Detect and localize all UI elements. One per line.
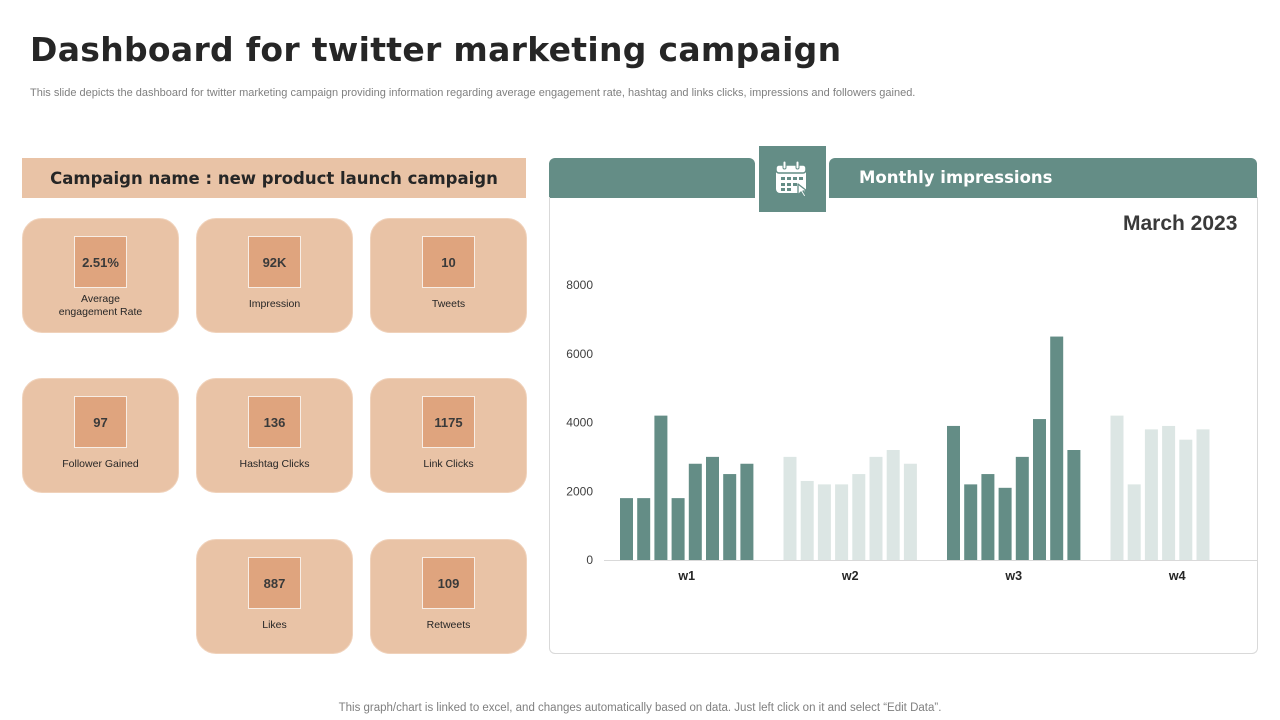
kpi-card-hashtag-clicks: 136 Hashtag Clicks bbox=[196, 378, 353, 493]
chart-bar bbox=[964, 484, 978, 560]
chart-bar bbox=[800, 480, 814, 560]
chart-title: Monthly impressions bbox=[859, 168, 1053, 187]
chart-bar bbox=[886, 450, 900, 560]
chart-bar bbox=[998, 487, 1012, 560]
chart-bar bbox=[637, 498, 651, 560]
kpi-card-engagement-rate: 2.51% Average engagement Rate bbox=[22, 218, 179, 333]
kpi-label: Likes bbox=[262, 619, 287, 631]
chart-period-label: March 2023 bbox=[1123, 212, 1238, 235]
chart-bar bbox=[1144, 429, 1158, 560]
y-tick-label: 4000 bbox=[566, 416, 593, 430]
kpi-value: 109 bbox=[422, 557, 475, 609]
chart-bar bbox=[947, 425, 960, 560]
calendar-icon bbox=[774, 160, 808, 198]
kpi-value: 92K bbox=[248, 236, 301, 288]
chart-bar bbox=[903, 463, 917, 560]
chart-header-bar: Monthly impressions bbox=[829, 158, 1257, 198]
chart-bar bbox=[1067, 450, 1081, 560]
kpi-card-retweets: 109 Retweets bbox=[370, 539, 527, 654]
chart-bar bbox=[1050, 336, 1064, 560]
y-tick-label: 8000 bbox=[566, 278, 593, 292]
y-tick-label: 6000 bbox=[566, 347, 593, 361]
y-tick-label: 0 bbox=[586, 553, 593, 567]
x-tick-label: w1 bbox=[677, 569, 695, 583]
x-tick-label: w3 bbox=[1004, 569, 1022, 583]
chart-bar bbox=[852, 474, 866, 560]
footer-note: This graph/chart is linked to excel, and… bbox=[338, 702, 942, 714]
kpi-label: Hashtag Clicks bbox=[239, 458, 310, 470]
kpi-value: 10 bbox=[422, 236, 475, 288]
kpi-card-tweets: 10 Tweets bbox=[370, 218, 527, 333]
kpi-label: Link Clicks bbox=[423, 458, 474, 470]
chart-bar bbox=[740, 463, 754, 560]
kpi-label: Follower Gained bbox=[62, 458, 139, 470]
page-subtitle: This slide depicts the dashboard for twi… bbox=[30, 87, 916, 99]
kpi-value: 97 bbox=[74, 396, 127, 448]
kpi-value: 1175 bbox=[422, 396, 475, 448]
kpi-value: 887 bbox=[248, 557, 301, 609]
kpi-card-likes: 887 Likes bbox=[196, 539, 353, 654]
chart-bar bbox=[654, 415, 668, 560]
y-tick-label: 2000 bbox=[566, 484, 593, 498]
kpi-label: Tweets bbox=[431, 298, 466, 310]
chart-panel bbox=[549, 197, 1258, 654]
kpi-label: Retweets bbox=[426, 619, 471, 631]
chart-bar bbox=[1015, 456, 1029, 560]
kpi-value: 2.51% bbox=[74, 236, 127, 288]
chart-bar bbox=[1110, 415, 1124, 560]
chart-bar bbox=[1162, 425, 1176, 560]
calendar-icon-box bbox=[759, 146, 826, 212]
chart-bar bbox=[1033, 419, 1046, 560]
campaign-name-banner: Campaign name : new product launch campa… bbox=[22, 158, 526, 198]
chart-bar bbox=[981, 474, 995, 560]
chart-bar bbox=[869, 456, 883, 560]
x-tick-label: w2 bbox=[841, 569, 859, 583]
x-tick-label: w4 bbox=[1168, 569, 1186, 583]
kpi-value: 136 bbox=[248, 396, 301, 448]
chart-bar bbox=[723, 474, 737, 560]
chart-bar bbox=[1179, 439, 1193, 560]
chart-bar bbox=[817, 484, 831, 560]
kpi-label: Average engagement Rate bbox=[58, 293, 143, 318]
monthly-impressions-chart: 0 2000 4000 6000 8000 w1 w2 w3 w4 bbox=[566, 278, 1258, 583]
chart-bar bbox=[688, 463, 702, 560]
kpi-card-link-clicks: 1175 Link Clicks bbox=[370, 378, 527, 493]
chart-bar bbox=[783, 456, 797, 560]
kpi-label: Impression bbox=[248, 298, 301, 310]
chart-bar bbox=[671, 498, 685, 560]
kpi-card-impression: 92K Impression bbox=[196, 218, 353, 333]
chart-bar bbox=[706, 456, 719, 560]
page-title: Dashboard for twitter marketing campaign bbox=[30, 30, 842, 69]
chart-bar bbox=[1196, 429, 1210, 560]
chart-bar bbox=[1127, 484, 1141, 560]
kpi-card-follower-gained: 97 Follower Gained bbox=[22, 378, 179, 493]
chart-header-bar bbox=[549, 158, 755, 198]
chart-bar bbox=[620, 498, 633, 560]
chart-bar bbox=[835, 484, 849, 560]
